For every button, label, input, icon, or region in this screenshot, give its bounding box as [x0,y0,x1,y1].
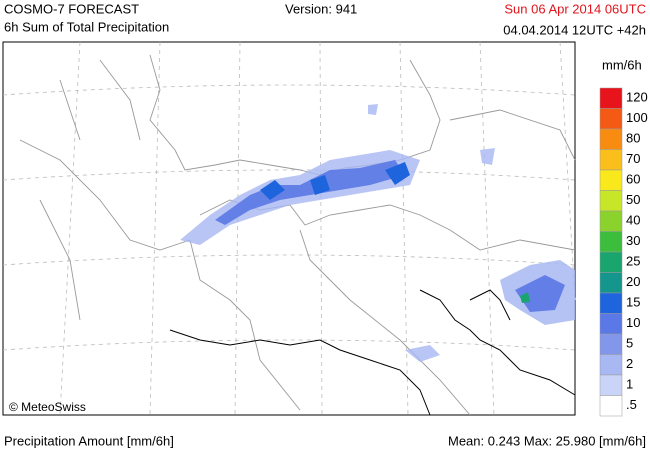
legend-swatch [599,231,623,253]
legend-swatch [599,313,623,335]
legend-label: 1 [626,377,633,392]
legend-label: 25 [626,254,640,269]
legend-swatch [599,395,623,417]
version: Version: 941 [285,1,357,16]
legend-label: 2 [626,356,633,371]
legend-label: 120 [626,90,648,105]
legend-unit: mm/6h [602,57,642,72]
legend-swatch [599,128,623,150]
legend-label: .5 [626,397,637,412]
legend-label: 40 [626,213,640,228]
legend-label: 15 [626,295,640,310]
legend-label: 100 [626,110,648,125]
legend-swatch [599,87,623,109]
legend-label: 5 [626,336,633,351]
product-title: 6h Sum of Total Precipitation [4,19,169,34]
legend-swatch [599,108,623,130]
footer-left: Precipitation Amount [mm/6h] [4,433,174,448]
legend-swatch [599,169,623,191]
legend: 120 100 80 70 60 50 40 30 25 20 15 10 5 2 1 .5 [599,87,648,417]
legend-label: 10 [626,315,640,330]
borders [19,54,576,416]
map-frame [2,41,576,416]
map: © MeteoSwiss [2,41,576,416]
valid-time: Sun 06 Apr 2014 06UTC [504,1,646,16]
legend-swatch [599,354,623,376]
model-title: COSMO-7 FORECAST [4,1,139,16]
footer-right: Mean: 0.243 Max: 25.980 [mm/6h] [448,433,646,448]
legend-swatch [599,251,623,273]
legend-label: 80 [626,131,640,146]
precipitation [180,104,575,362]
legend-swatch [599,333,623,355]
credit: © MeteoSwiss [9,400,86,414]
coastline [169,289,576,416]
legend-label: 20 [626,274,640,289]
legend-swatch [599,374,623,396]
graticule [2,41,576,416]
legend-swatch [599,190,623,212]
legend-swatch [599,210,623,232]
legend-label: 30 [626,233,640,248]
legend-swatch [599,292,623,314]
legend-swatch [599,149,623,171]
legend-label: 70 [626,151,640,166]
legend-swatch [599,272,623,294]
run-time: 04.04.2014 12UTC +42h [503,22,646,37]
legend-label: 50 [626,192,640,207]
legend-label: 60 [626,172,640,187]
